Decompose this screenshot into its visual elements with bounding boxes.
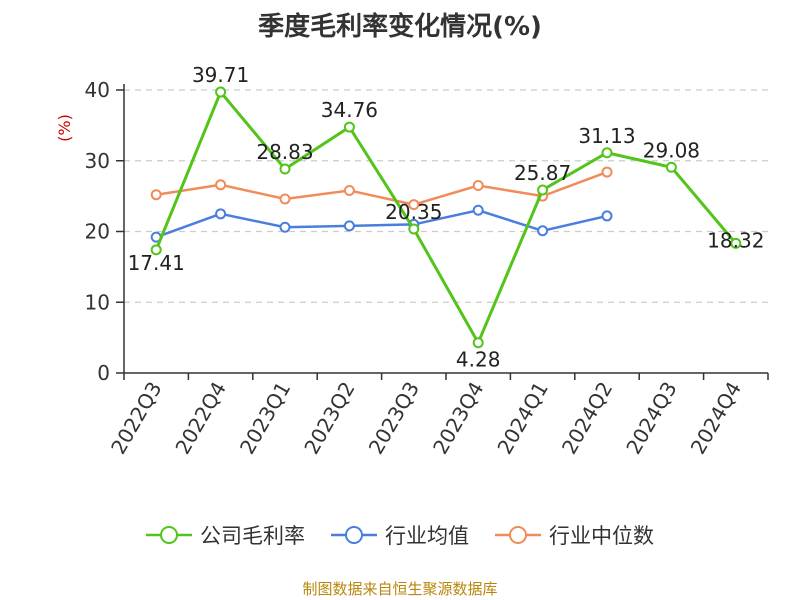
y-tick-label: 10 [85,290,110,314]
data-label: 25.87 [514,161,571,185]
legend-label-industry-avg: 行业均值 [385,524,469,548]
x-tick-label: 2023Q3 [364,378,424,459]
y-tick-label: 40 [85,78,110,102]
legend-line-icon [146,526,192,544]
legend: 公司毛利率 行业均值 行业中位数 [0,520,800,550]
x-tick-label: 2024Q3 [621,378,681,459]
data-point [730,237,742,249]
data-point [472,204,484,216]
data-label: 39.71 [192,63,249,87]
legend-item-industry-median[interactable]: 行业中位数 [495,520,654,550]
data-point [215,208,227,220]
y-tick-label: 30 [85,149,110,173]
data-point [343,184,355,196]
data-point [279,193,291,205]
legend-line-icon [495,526,541,544]
data-label: 29.08 [643,138,700,162]
data-point [279,221,291,233]
x-tick-label: 2024Q1 [492,378,552,459]
legend-item-industry-avg[interactable]: 行业均值 [331,520,469,550]
data-label: 31.13 [578,124,635,148]
data-point [343,121,355,133]
data-label: 4.28 [456,348,501,372]
y-axis-label: (%) [55,114,74,142]
x-tick-label: 2023Q2 [299,378,359,459]
data-label: 18.32 [707,228,764,252]
legend-line-icon [331,526,377,544]
data-point [408,199,420,211]
series-line [156,170,608,206]
data-point [408,223,420,235]
data-point [472,337,484,349]
x-tick-label: 2024Q4 [686,378,746,459]
chart-title: 季度毛利率变化情况(%) [258,12,542,42]
data-point [601,210,613,222]
series-line [154,89,737,347]
legend-label-industry-median: 行业中位数 [549,524,654,548]
x-tick-label: 2023Q4 [428,378,488,459]
data-point [665,161,677,173]
x-tick-label: 2022Q4 [170,378,230,459]
data-point [150,189,162,201]
data-point [601,147,613,159]
data-point [537,184,549,196]
y-tick-label: 20 [85,220,110,244]
data-point [215,179,227,191]
data-label: 20.35 [385,200,442,224]
data-point [279,163,291,175]
legend-item-company[interactable]: 公司毛利率 [146,520,305,550]
legend-label-company: 公司毛利率 [200,524,305,548]
y-tick-label: 0 [97,361,110,385]
data-point [472,180,484,192]
data-point [601,166,613,178]
data-point [150,244,162,256]
data-point [537,225,549,237]
data-label: 34.76 [321,98,378,122]
data-label: 17.41 [128,251,185,275]
data-label: 28.83 [256,140,313,164]
series-line [155,208,608,239]
data-point [215,86,227,98]
source-footer: 制图数据来自恒生聚源数据库 [302,580,498,598]
x-tick-label: 2024Q2 [557,378,617,459]
x-tick-label: 2023Q1 [235,378,295,459]
x-tick-label: 2022Q3 [106,378,166,459]
data-point [343,220,355,232]
